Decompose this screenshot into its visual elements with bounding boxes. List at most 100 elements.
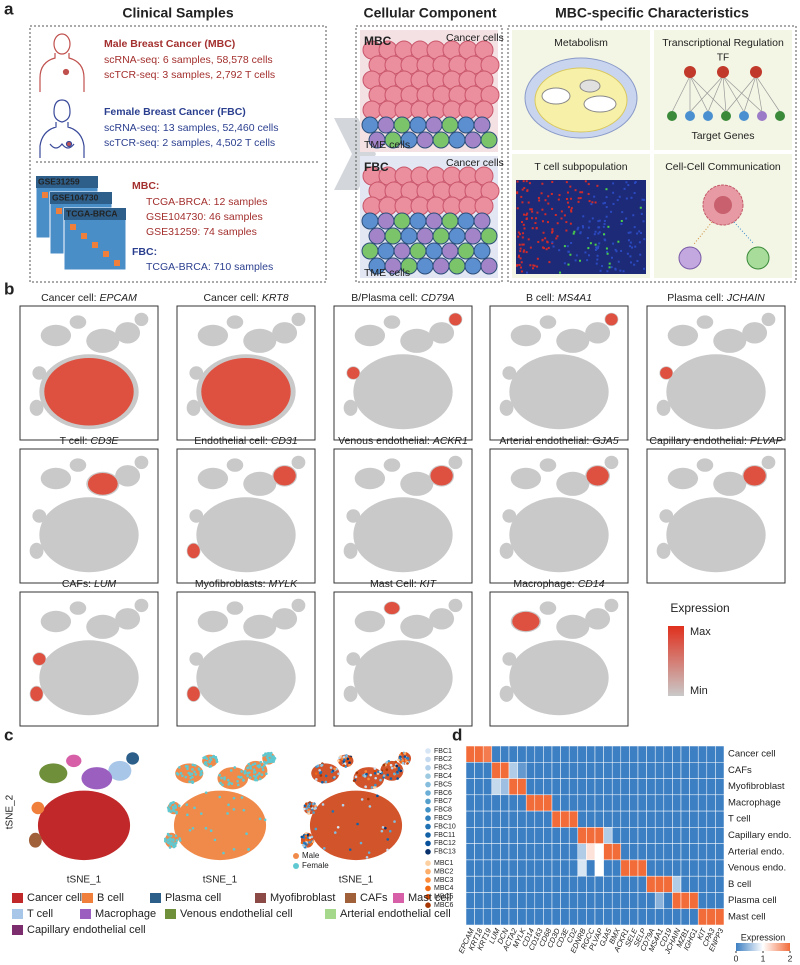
tme-cell <box>361 212 379 230</box>
cell-name: Cancer cell: <box>41 292 96 304</box>
edge <box>707 75 724 113</box>
tissue-speck <box>588 200 591 203</box>
cluster <box>383 315 401 329</box>
legend-text: FBC10 <box>434 823 456 830</box>
tme-cell <box>464 131 482 149</box>
point <box>404 759 408 762</box>
point <box>300 841 304 845</box>
point <box>191 826 195 830</box>
heat-cell <box>697 762 708 779</box>
point <box>215 760 219 764</box>
tissue-speck <box>606 252 609 255</box>
legend-swatch <box>12 909 23 919</box>
dataset-cell <box>92 242 98 248</box>
point <box>246 771 249 775</box>
cancer-cell <box>410 100 430 120</box>
tissue-speck <box>519 250 522 253</box>
legend-text: MBC6 <box>434 902 454 909</box>
heat-cell <box>663 794 673 812</box>
heat-cell <box>620 875 630 893</box>
heat-cell <box>525 827 536 844</box>
point <box>171 801 174 804</box>
heat-cell <box>715 778 725 796</box>
legend-text: FBC11 <box>434 832 455 839</box>
point <box>171 805 175 809</box>
heat-cell <box>663 810 673 828</box>
point <box>397 758 400 762</box>
point <box>396 770 399 774</box>
gene-name: KRT8 <box>262 292 289 304</box>
heat-cell <box>568 778 579 796</box>
point <box>308 802 312 806</box>
heat-cell <box>680 908 690 926</box>
point <box>174 834 178 838</box>
tissue-speck <box>604 201 607 204</box>
cluster <box>69 601 87 615</box>
tissue-speck <box>526 212 529 215</box>
heat-cell <box>646 810 656 828</box>
heat-cell <box>715 908 725 926</box>
legend-swatch <box>12 893 23 903</box>
heat-cell <box>654 810 665 828</box>
point <box>194 773 198 776</box>
heat-cell <box>568 810 579 828</box>
tissue-speck <box>525 271 528 274</box>
heat-cell <box>663 745 673 763</box>
tme-cell <box>384 227 402 245</box>
heat-cell <box>715 810 725 828</box>
cluster <box>134 312 149 327</box>
dataset-cell <box>103 251 109 257</box>
heat-cell <box>637 745 647 763</box>
point <box>213 838 217 842</box>
heat-cell <box>474 892 484 909</box>
point <box>382 774 386 777</box>
tissue-speck <box>550 192 553 195</box>
heat-cell <box>568 762 579 779</box>
row-label: Mast cell <box>728 911 765 922</box>
heat-cell <box>680 745 690 763</box>
heat-cell <box>689 794 699 812</box>
legend-dot <box>425 877 431 883</box>
point <box>401 761 405 765</box>
cluster <box>353 640 453 716</box>
point <box>403 755 407 758</box>
heat-cell <box>543 778 553 796</box>
tme-cell <box>400 227 418 245</box>
tissue-speck <box>566 201 569 204</box>
cluster <box>69 458 87 472</box>
tissue-speck <box>551 180 554 183</box>
cluster <box>604 598 619 613</box>
dataset-band <box>50 192 112 204</box>
heat-cell <box>637 810 647 828</box>
tissue-speck <box>530 208 533 211</box>
point <box>252 768 256 772</box>
tissue-speck <box>537 196 540 199</box>
tissue-speck <box>591 201 594 204</box>
heat-cell <box>680 827 690 844</box>
tme-cell <box>480 131 498 149</box>
tissue-speck <box>546 241 549 244</box>
tissue-speck <box>601 265 604 268</box>
tissue-speck <box>566 191 569 194</box>
heat-cell <box>577 794 587 812</box>
heat-cell <box>500 745 510 763</box>
legend-text: FBC12 <box>434 840 456 847</box>
tissue-speck <box>620 249 623 252</box>
tissue-speck <box>521 221 524 224</box>
tissue-speck <box>633 226 636 229</box>
heat-cell <box>474 778 484 796</box>
signal <box>733 221 755 245</box>
tissue-speck <box>540 192 543 195</box>
point <box>262 764 266 767</box>
heat-cell <box>517 745 527 763</box>
heat-cell <box>620 762 630 779</box>
point <box>270 755 273 758</box>
colorbar-tick-label: 0 <box>734 953 739 963</box>
tissue-speck <box>522 180 525 183</box>
heat-cell <box>551 778 561 796</box>
heat-cell <box>689 859 699 877</box>
gene-name: CD3E <box>90 435 119 447</box>
heat-cell <box>568 794 579 812</box>
heat-cell <box>663 892 673 909</box>
plot-title: Cancer cell: EPCAM <box>41 292 137 304</box>
